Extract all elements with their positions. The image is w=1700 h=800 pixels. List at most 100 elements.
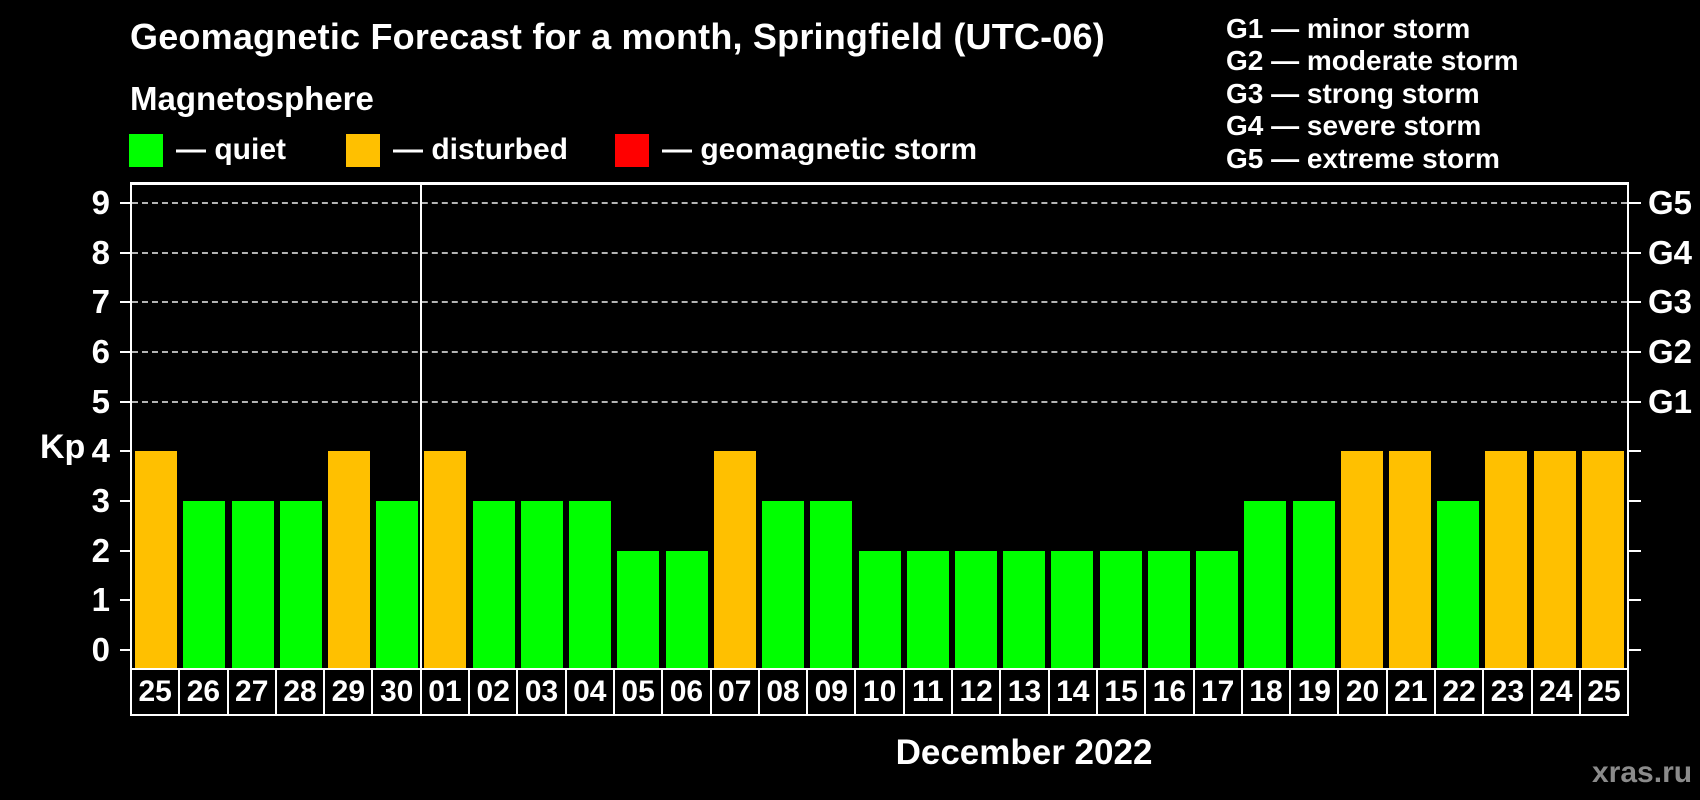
right-tick-5	[1629, 400, 1641, 403]
g-axis-label-G3: G3	[1648, 283, 1693, 321]
gridline-kp8	[132, 251, 1627, 254]
bar-day-08	[762, 501, 805, 668]
bar-day-29	[328, 451, 371, 668]
g-legend-line-3: G3 — strong storm	[1226, 77, 1480, 109]
bar-day-10	[858, 550, 901, 668]
bar-day-09	[810, 501, 853, 668]
bar-day-14	[1051, 550, 1094, 668]
bar-day-23	[1485, 451, 1528, 668]
right-tick-9	[1629, 202, 1641, 204]
x-axis-day-labels: 25 26 27 28 29 30 01 02 03 04 05 06 07 08 09 10 11 12 13 14…	[130, 668, 1629, 716]
bar-day-17	[1196, 550, 1239, 668]
right-tick-8	[1629, 251, 1641, 254]
day-label-29-prev: 29	[325, 670, 374, 714]
y-tick-6	[120, 351, 132, 353]
day-label-21: 21	[1388, 670, 1437, 714]
day-label-18: 18	[1243, 670, 1292, 714]
bar-day-25	[135, 451, 178, 668]
day-label-25: 25	[1587, 675, 1621, 708]
y-tick-1	[120, 599, 132, 602]
y-tick-label-9: 9	[91, 184, 110, 221]
y-tick-3	[120, 500, 132, 502]
plot-area	[132, 182, 1627, 668]
y-tick-label-1: 1	[91, 581, 110, 619]
right-tick-6	[1629, 351, 1641, 353]
day-label-23: 23	[1484, 670, 1533, 714]
watermark: xras.ru	[1592, 756, 1693, 789]
bar-day-11	[906, 550, 949, 668]
gridline-kp7	[132, 301, 1627, 304]
bar-day-30	[376, 501, 419, 668]
day-label-08: 08	[760, 670, 809, 714]
disturbed-swatch-icon	[346, 133, 380, 167]
right-tick-4	[1629, 450, 1641, 453]
bar-day-24	[1533, 451, 1576, 668]
bar-day-27	[231, 501, 274, 668]
legend-item-storm: — geomagnetic storm	[615, 132, 977, 168]
g-legend-line-5: G5 — extreme storm	[1226, 142, 1500, 174]
bar-day-19	[1292, 501, 1335, 668]
bar-day-02	[472, 501, 515, 668]
day-label-03: 03	[518, 670, 567, 714]
right-tick-3	[1629, 500, 1641, 502]
day-label-09: 09	[808, 670, 857, 714]
day-label-15: 15	[1098, 670, 1147, 714]
y-tick-0	[120, 649, 132, 651]
bar-day-06	[665, 550, 708, 668]
g-legend-line-1: G1 — minor storm	[1226, 13, 1471, 44]
gridline-kp9	[132, 202, 1627, 204]
day-label-13: 13	[1001, 670, 1050, 714]
day-label-04: 04	[567, 670, 615, 714]
right-tick-2	[1629, 549, 1641, 552]
y-axis-line	[130, 182, 132, 668]
day-label-25-prev: 25	[132, 670, 181, 714]
bar-day-16	[1147, 550, 1190, 668]
legend-item-disturbed: — disturbed	[346, 132, 568, 168]
day-label-02: 02	[470, 670, 519, 714]
g-scale-legend: G1 — minor storm G2 — moderate storm G3 …	[1226, 13, 1519, 175]
right-axis-line	[1627, 182, 1629, 668]
bar-day-05	[617, 550, 660, 668]
g-legend-line-2: G2 — moderate storm	[1226, 45, 1519, 77]
bar-day-04	[569, 501, 612, 668]
y-tick-2	[120, 549, 132, 552]
day-label-19: 19	[1291, 670, 1340, 714]
storm-swatch-icon	[615, 133, 649, 167]
right-tick-0	[1629, 649, 1641, 651]
day-label-12: 12	[953, 670, 1002, 714]
y-tick-9	[120, 202, 132, 204]
y-tick-4	[120, 450, 132, 453]
bar-day-26	[183, 501, 226, 668]
day-label-07: 07	[712, 670, 760, 714]
bar-day-21	[1388, 451, 1431, 668]
y-axis-title: Kp	[40, 428, 86, 466]
y-tick-8	[120, 251, 132, 254]
x-axis-title: December 2022	[895, 733, 1153, 772]
bar-day-18	[1244, 501, 1287, 668]
day-label-17: 17	[1195, 670, 1243, 714]
y-tick-label-0: 0	[91, 631, 110, 668]
gridline-kp5	[132, 400, 1627, 403]
bar-day-13	[1003, 550, 1046, 668]
day-label-26-prev: 26	[180, 670, 229, 714]
legend-label-disturbed: — disturbed	[393, 133, 569, 166]
day-label-14: 14	[1050, 670, 1098, 714]
day-label-30-prev: 30	[373, 670, 422, 714]
bar-day-28	[279, 501, 322, 668]
right-tick-1	[1629, 599, 1641, 602]
y-tick-label-2: 2	[91, 531, 110, 569]
g-axis-label-G1: G1	[1648, 382, 1693, 420]
day-label-01: 01	[422, 670, 471, 714]
legend-item-quiet: — quiet	[129, 132, 286, 168]
plot-top-border	[130, 182, 1629, 185]
y-tick-label-3: 3	[91, 482, 110, 519]
g-axis-label-G5: G5	[1648, 184, 1693, 221]
y-tick-label-4: 4	[91, 432, 110, 470]
g-axis-label-G4: G4	[1648, 233, 1693, 271]
legend-label-storm: — geomagnetic storm	[662, 133, 978, 166]
y-tick-5	[120, 400, 132, 403]
day-label-28-prev: 28	[277, 670, 326, 714]
day-label-06: 06	[663, 670, 712, 714]
bar-day-12	[954, 550, 997, 668]
